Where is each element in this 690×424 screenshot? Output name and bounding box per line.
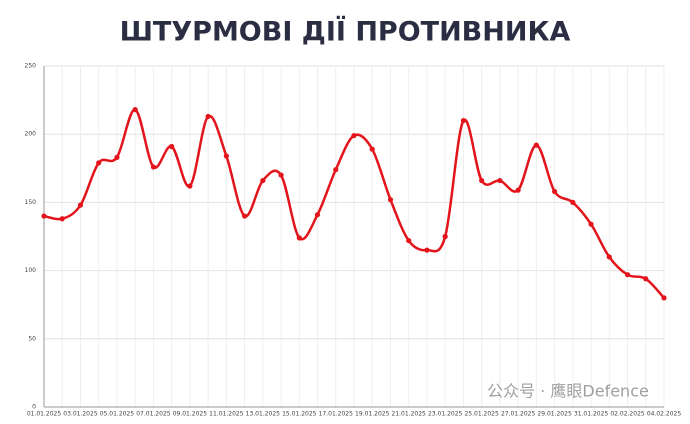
point xyxy=(643,276,649,282)
point xyxy=(59,216,65,222)
point xyxy=(96,160,102,166)
point xyxy=(406,237,412,244)
x-tick-label: 23.01.2025 xyxy=(428,411,463,418)
x-tick-label: 27.01.2025 xyxy=(501,411,536,418)
point xyxy=(460,117,467,124)
watermark: 公众号 · 鹰眼Defence xyxy=(487,382,649,401)
point xyxy=(132,107,138,113)
point xyxy=(114,154,120,160)
y-tick-label: 200 xyxy=(25,131,37,138)
x-tick-label: 07.01.2025 xyxy=(136,411,171,418)
point xyxy=(588,221,594,227)
x-tick-label: 01.01.2025 xyxy=(27,411,62,418)
point xyxy=(497,177,503,184)
x-tick-label: 25.01.2025 xyxy=(464,411,499,418)
point xyxy=(570,199,576,205)
point xyxy=(296,235,302,241)
point xyxy=(205,113,211,120)
point xyxy=(314,212,321,218)
x-tick-label: 11.01.2025 xyxy=(209,411,244,418)
point xyxy=(515,187,521,193)
x-tick-label: 29.01.2025 xyxy=(537,411,572,418)
point xyxy=(551,188,558,195)
x-tick-label: 05.01.2025 xyxy=(100,411,135,418)
x-tick-label: 13.01.2025 xyxy=(246,411,281,418)
point xyxy=(442,233,448,240)
y-tick-label: 150 xyxy=(25,199,37,206)
point xyxy=(369,146,375,152)
point xyxy=(260,177,266,184)
point xyxy=(278,172,284,178)
x-tick-label: 31.01.2025 xyxy=(574,411,609,418)
chart-title: ШТУРМОВІ ДІЇ ПРОТИВНИКА xyxy=(120,16,571,48)
y-tick-label: 250 xyxy=(25,63,37,70)
x-tick-label: 21.01.2025 xyxy=(392,411,427,418)
point xyxy=(533,142,539,148)
point xyxy=(187,183,193,189)
point xyxy=(169,143,175,150)
x-tick-label: 03.01.2025 xyxy=(63,411,98,418)
point xyxy=(387,197,394,203)
x-tick-label: 15.01.2025 xyxy=(282,411,317,418)
y-tick-label: 100 xyxy=(25,267,37,274)
point xyxy=(41,213,47,219)
point xyxy=(333,167,339,173)
x-tick-label: 17.01.2025 xyxy=(319,411,354,418)
x-tick-label: 19.01.2025 xyxy=(355,411,390,418)
point xyxy=(223,153,229,159)
point xyxy=(624,272,631,278)
point xyxy=(606,254,612,260)
point xyxy=(479,177,485,184)
y-tick-label: 0 xyxy=(32,404,36,411)
y-tick-label: 50 xyxy=(28,335,36,342)
point xyxy=(241,213,248,219)
x-tick-label: 09.01.2025 xyxy=(173,411,208,418)
point xyxy=(424,247,430,253)
point xyxy=(661,295,667,301)
x-tick-label: 02.02.2025 xyxy=(610,411,645,418)
point xyxy=(351,132,357,139)
point xyxy=(77,202,84,208)
point xyxy=(150,164,157,170)
x-tick-label: 04.02.2025 xyxy=(647,411,682,418)
